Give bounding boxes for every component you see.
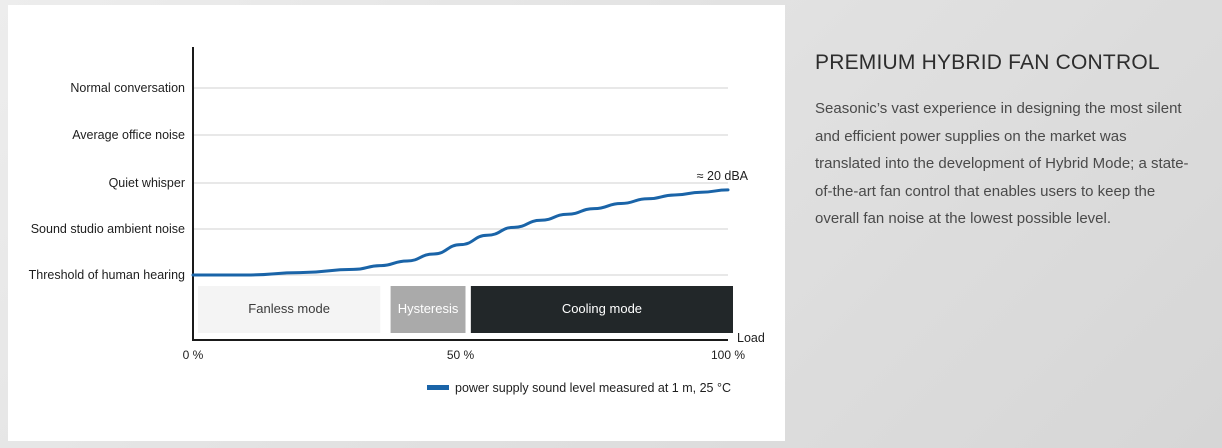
legend-swatch xyxy=(427,385,449,390)
mode-label: Cooling mode xyxy=(562,301,642,316)
noise-level-chart: Normal conversation Average office noise Q… xyxy=(29,47,765,395)
x-tick-label: 50 % xyxy=(447,348,475,362)
series-annotation: ≈ 20 dBA xyxy=(697,169,749,183)
y-category-label: Normal conversation xyxy=(70,81,185,95)
y-category-label: Sound studio ambient noise xyxy=(31,222,185,236)
chart-panel: Normal conversation Average office noise Q… xyxy=(8,5,785,441)
y-category-label: Quiet whisper xyxy=(109,176,185,190)
legend-label: power supply sound level measured at 1 m… xyxy=(455,381,731,395)
mode-band xyxy=(390,286,466,333)
info-panel: PREMIUM HYBRID FAN CONTROL Seasonic’s va… xyxy=(815,50,1195,233)
info-body: Seasonic’s vast experience in designing … xyxy=(815,100,1189,227)
y-category-label: Average office noise xyxy=(72,128,185,142)
x-axis-label: Load xyxy=(737,331,765,345)
mode-label: Hysteresis xyxy=(398,301,459,316)
y-category-label: Threshold of human hearing xyxy=(29,268,185,282)
mode-band xyxy=(470,286,733,333)
x-tick-label: 100 % xyxy=(711,348,745,362)
mode-label: Fanless mode xyxy=(248,301,330,316)
mode-band xyxy=(198,286,381,333)
series-line xyxy=(191,188,730,277)
info-title: PREMIUM HYBRID FAN CONTROL xyxy=(815,51,1160,74)
x-tick-label: 0 % xyxy=(183,348,204,362)
